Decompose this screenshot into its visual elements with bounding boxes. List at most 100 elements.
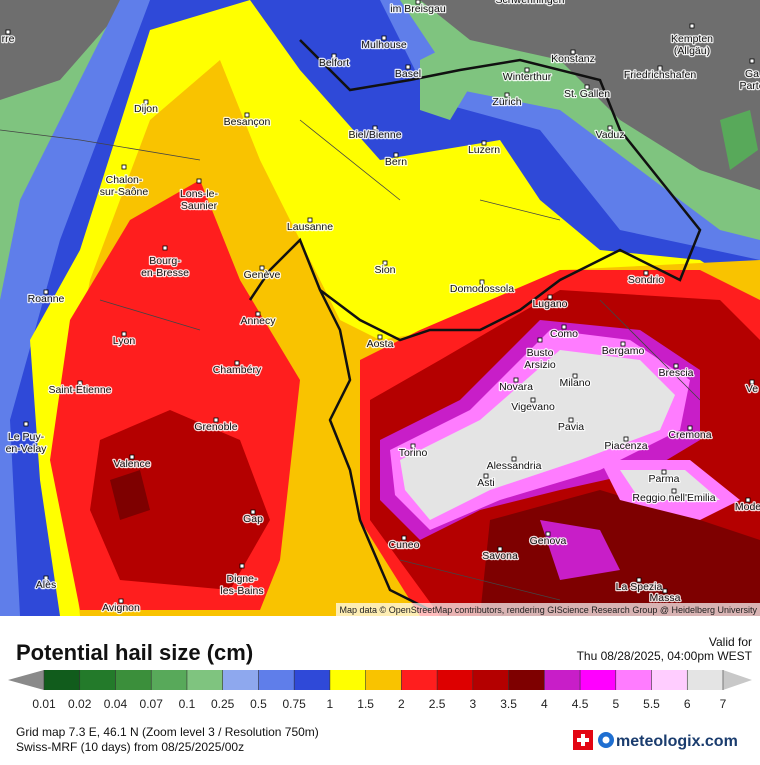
valid-label: Valid for: [709, 635, 752, 649]
logo-icon-dot: [602, 736, 610, 744]
city-label: Vaduz: [596, 129, 625, 141]
city-label: Como: [550, 328, 578, 340]
colorbar-segment: [615, 670, 653, 690]
city-label: Lyon: [113, 335, 136, 347]
city-label: Saunier: [181, 200, 218, 212]
city-label: Massa: [650, 592, 681, 604]
city-label: Ga: [745, 68, 759, 80]
city-label: Roanne: [28, 293, 65, 305]
city-label: Besançon: [224, 116, 271, 128]
city-label: Bourg-: [149, 255, 181, 267]
city-dot: [689, 23, 695, 29]
colorbar-segment: [544, 670, 581, 690]
city-dot: [643, 270, 649, 276]
city-label: Bern: [385, 156, 407, 168]
colorbar-arrow-left: [8, 670, 44, 690]
city-label: Vigevano: [511, 401, 555, 413]
colorbar-segment: [329, 670, 367, 690]
city-dot: [673, 363, 679, 369]
city-label: sur-Saône: [100, 186, 149, 198]
city-dot: [393, 152, 399, 158]
city-dot: [749, 379, 755, 385]
city-dot: [504, 92, 510, 98]
city-label: Biel/Bienne: [348, 129, 401, 141]
city-label: Brescia: [658, 367, 693, 379]
city-dot: [405, 64, 411, 70]
city-label: Lugano: [532, 298, 567, 310]
city-dot: [372, 125, 378, 131]
city-label: Bergamo: [602, 345, 645, 357]
city-label: Konstanz: [551, 53, 595, 65]
legend-title: Potential hail size (cm): [16, 640, 253, 665]
city-label: Busto: [527, 347, 554, 359]
city-label: Luzern: [468, 144, 500, 156]
city-label: les-Bains: [220, 585, 263, 597]
city-dot: [607, 125, 613, 131]
city-dot: [671, 488, 677, 494]
city-label: Belfort: [319, 57, 349, 69]
city-dot: [255, 311, 261, 317]
map: im Breisgau Schwenningen Mulhouse Belfort Ba…: [0, 0, 760, 616]
colorbar-segment: [508, 670, 545, 690]
city-label: Arsizio: [524, 359, 556, 371]
city-dot: [537, 337, 543, 343]
city-dot: [77, 380, 83, 386]
city-label: Valence: [113, 458, 150, 470]
city-dot: [545, 531, 551, 537]
colorbar-tick-label: 5: [612, 697, 619, 711]
city-dot: [547, 294, 553, 300]
city-dot: [481, 140, 487, 146]
city-label: Alessandria: [487, 460, 542, 472]
city-label: Alès: [36, 579, 56, 591]
grid-info: Grid map 7.3 E, 46.1 N (Zoom level 3 / R…: [16, 725, 319, 739]
city-label: Mode: [735, 501, 760, 513]
city-dot: [43, 575, 49, 581]
city-dot: [377, 334, 383, 340]
city-label: Chalon-: [106, 174, 143, 186]
colorbar-tick-label: 4: [541, 697, 548, 711]
city-label: Parma: [649, 473, 680, 485]
city-label: Genova: [530, 535, 567, 547]
city-dot: [513, 377, 519, 383]
city-label: Lausanne: [287, 221, 333, 233]
city-dot: [511, 456, 517, 462]
city-label: Digne-: [227, 573, 258, 585]
colorbar-segment: [437, 670, 474, 690]
colorbar-tick-label: 0.07: [140, 697, 164, 711]
colorbar-segment: [44, 670, 81, 690]
colorbar-arrow-right: [723, 670, 752, 690]
colorbar-tick-label: 7: [720, 697, 727, 711]
city-label: Aosta: [367, 338, 394, 350]
colorbar-segment: [472, 670, 510, 690]
city-dot: [143, 99, 149, 105]
city-dot: [636, 577, 642, 583]
city-label: Grenoble: [194, 421, 237, 433]
city-label: Novara: [499, 381, 533, 393]
city-label: Sondrio: [628, 274, 664, 286]
city-dot: [331, 53, 337, 59]
city-dot: [307, 217, 313, 223]
city-dot: [234, 360, 240, 366]
city-label: Pavia: [558, 421, 584, 433]
colorbar-tick-label: 0.75: [282, 697, 306, 711]
city-label: Domodossola: [450, 283, 514, 295]
city-dot: [584, 84, 590, 90]
city-label: Asti: [477, 477, 495, 489]
city-dot: [239, 563, 245, 569]
city-dot: [524, 67, 530, 73]
city-label: Gap: [243, 513, 263, 525]
city-label: Schwenningen: [496, 0, 565, 6]
city-label: Cuneo: [389, 539, 420, 551]
city-dot: [572, 373, 578, 379]
city-dot: [497, 546, 503, 552]
city-dot: [162, 245, 168, 251]
city-dot: [259, 265, 265, 271]
colorbar-tick-label: 3.5: [500, 697, 517, 711]
city-label: La Spezia: [616, 581, 663, 593]
city-dot: [43, 289, 49, 295]
colorbar-segment: [258, 670, 295, 690]
city-label: Zürich: [492, 96, 521, 108]
city-dot: [661, 469, 667, 475]
valid-time: Thu 08/28/2025, 04:00pm WEST: [577, 649, 753, 663]
